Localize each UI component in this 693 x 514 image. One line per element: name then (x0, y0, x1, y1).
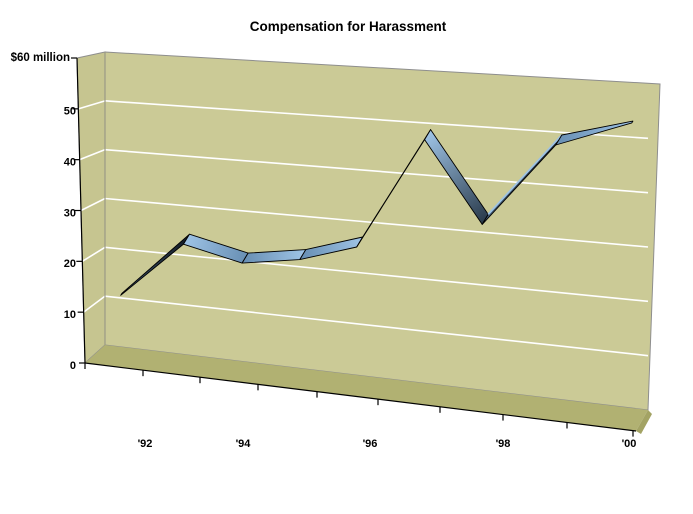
value-gridline-stub (83, 295, 106, 313)
value-gridline (104, 246, 649, 303)
y-axis-tick-label: 0 (70, 360, 76, 372)
x-axis-tick-label: '92 (138, 438, 153, 450)
y-axis-tick-label: 40 (64, 156, 76, 168)
ribbon-segment (555, 120, 634, 146)
x-axis-tick-label: '98 (496, 438, 511, 450)
value-gridline-stub (78, 100, 106, 110)
ribbon-series (120, 120, 634, 296)
plot-area: 0 10 20 30 40 50 '92 '94 '96 '98 '00 (64, 51, 661, 450)
x-axis-tick-label: '00 (622, 438, 637, 450)
floor (85, 345, 648, 431)
y-axis-max-label: $60 million (11, 52, 70, 64)
y-axis-tick-label: 10 (64, 309, 76, 321)
category-axis (84, 362, 637, 432)
floor-side-face (636, 410, 652, 434)
y-axis-tick-label: 50 (64, 106, 76, 118)
x-axis-tick-label: '96 (363, 438, 378, 450)
value-gridline (104, 148, 649, 194)
value-gridline (104, 197, 649, 248)
ribbon-highlight-edge (487, 134, 563, 216)
value-gridline-stub (79, 148, 106, 161)
chart-title: Compensation for Harassment (250, 19, 447, 34)
value-gridline (104, 100, 649, 140)
value-gridline-stub (81, 246, 106, 263)
x-axis-tick-label: '94 (236, 438, 252, 450)
y-axis-tick-label: 30 (64, 207, 76, 219)
value-gridline-stub (80, 197, 106, 212)
y-axis-tick-label: 20 (64, 258, 76, 270)
value-gridline (104, 295, 649, 357)
